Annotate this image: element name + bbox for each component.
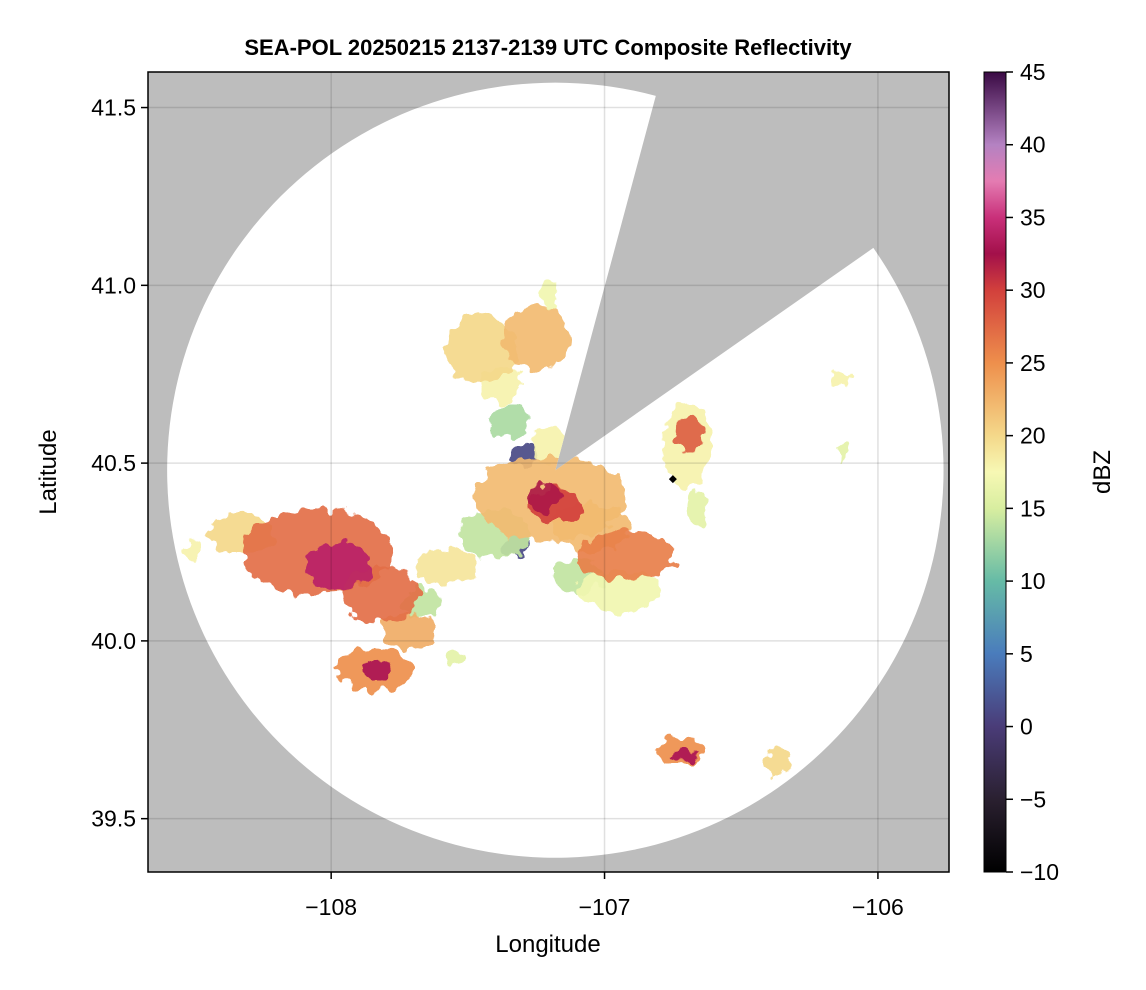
radar-site-marker xyxy=(668,475,677,484)
chart-title: SEA-POL 20250215 2137-2139 UTC Composite… xyxy=(244,35,852,60)
colorbar-tick-label: −5 xyxy=(1020,786,1046,812)
x-axis-label: Longitude xyxy=(495,931,600,958)
colorbar-tick-label: 0 xyxy=(1020,714,1033,740)
colorbar-label: dBZ xyxy=(1089,450,1116,494)
colorbar-tick-label: 10 xyxy=(1020,568,1046,594)
echo-cell xyxy=(380,612,436,648)
echo-cell xyxy=(186,537,203,560)
echo-cell xyxy=(489,402,528,439)
echo-cell xyxy=(675,416,703,453)
y-tick-label: 40.5 xyxy=(91,450,136,476)
colorbar-tick-label: −10 xyxy=(1020,859,1059,885)
echo-cell xyxy=(577,569,660,613)
y-axis-ticks: 39.5 40.0 40.5 41.0 41.5 xyxy=(91,95,148,832)
plot-area xyxy=(148,72,949,872)
plot-frame xyxy=(147,71,950,873)
y-tick-label: 39.5 xyxy=(91,806,136,832)
colorbar-tick-label: 25 xyxy=(1020,350,1046,376)
echo-cell xyxy=(306,541,373,592)
echo-cell xyxy=(445,313,518,385)
y-tick-label: 41.0 xyxy=(91,272,136,298)
colorbar: −10 −5 0 5 10 15 20 25 30 35 40 45 dBZ xyxy=(983,59,1116,885)
colorbar-tick-label: 40 xyxy=(1020,132,1046,158)
x-axis-ticks: −108 −107 −106 xyxy=(305,872,904,920)
y-tick-label: 41.5 xyxy=(91,95,136,121)
echo-cell xyxy=(363,658,392,680)
echo-cell xyxy=(503,306,570,371)
echo-cell xyxy=(763,747,791,776)
colorbar-ticks: −10 −5 0 5 10 15 20 25 30 35 40 45 xyxy=(1006,59,1059,885)
y-tick-label: 40.0 xyxy=(91,628,136,654)
echo-cell xyxy=(443,651,466,666)
echo-cell xyxy=(672,747,701,762)
colorbar-ramp xyxy=(983,71,1007,873)
colorbar-tick-label: 30 xyxy=(1020,277,1046,303)
echo-cell xyxy=(530,427,570,464)
echo-cell xyxy=(828,370,851,385)
colorbar-tick-label: 45 xyxy=(1020,59,1046,85)
x-tick-label: −107 xyxy=(579,894,631,920)
echo-cell xyxy=(527,484,561,513)
echo-cell xyxy=(836,445,848,460)
colorbar-tick-label: 5 xyxy=(1020,641,1033,667)
echo-cell xyxy=(577,530,676,581)
echo-cell xyxy=(686,491,709,528)
y-axis-label: Latitude xyxy=(35,429,62,514)
echo-cell xyxy=(541,281,559,311)
colorbar-tick-label: 35 xyxy=(1020,204,1046,230)
x-tick-label: −106 xyxy=(852,894,904,920)
reflectivity-echoes xyxy=(186,281,851,776)
colorbar-tick-label: 15 xyxy=(1020,495,1046,521)
x-tick-label: −108 xyxy=(305,894,357,920)
colorbar-tick-label: 20 xyxy=(1020,423,1046,449)
echo-cell xyxy=(413,548,479,584)
grid-lines xyxy=(148,72,949,872)
